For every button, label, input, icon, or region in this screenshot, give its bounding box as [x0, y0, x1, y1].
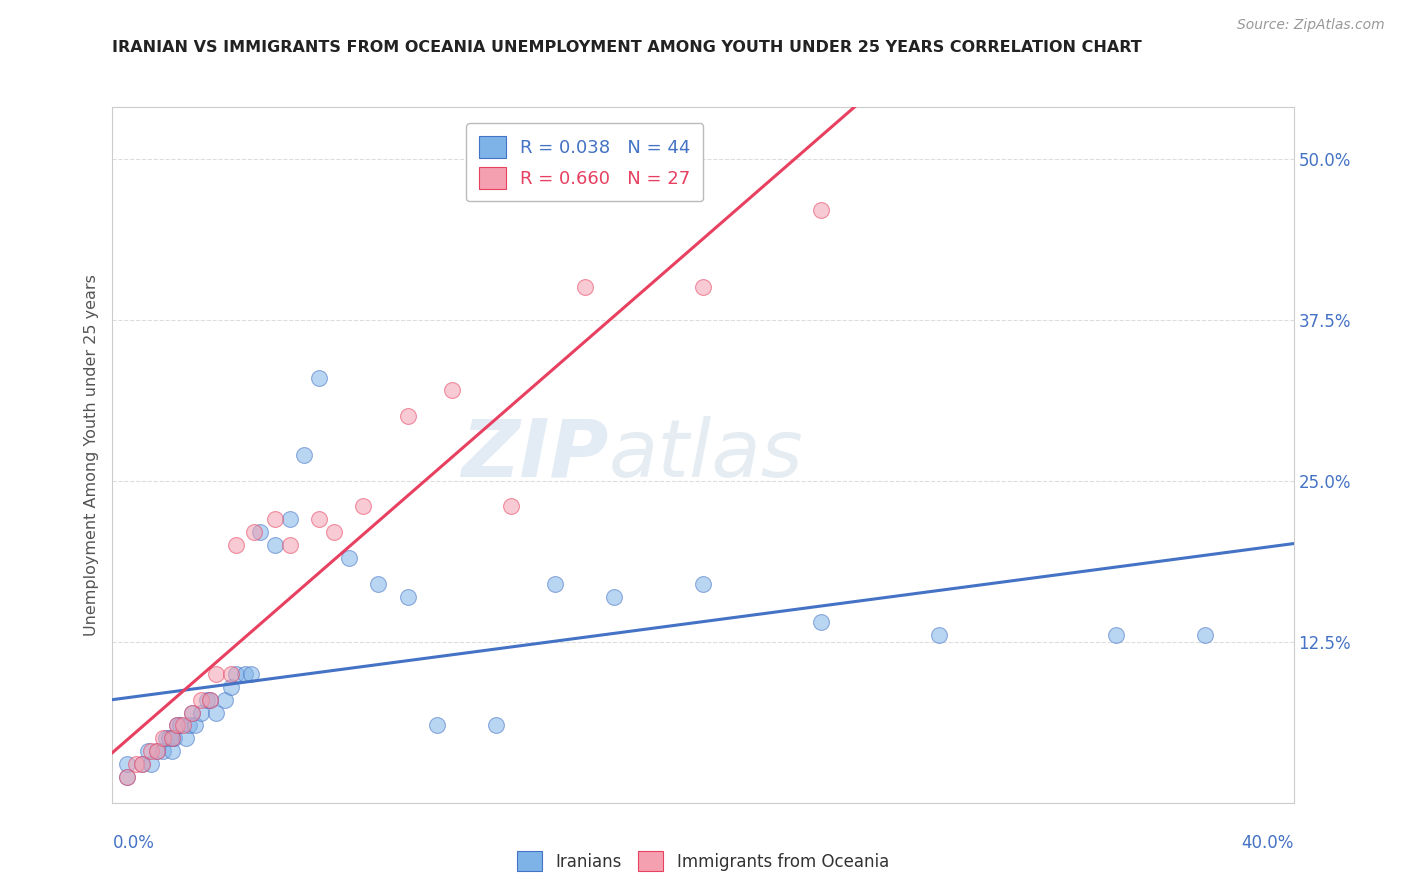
Point	[166, 718, 188, 732]
Point	[264, 538, 287, 552]
Point	[367, 576, 389, 591]
Point	[243, 525, 266, 540]
Point	[190, 706, 212, 720]
Point	[240, 667, 263, 681]
Point	[426, 718, 449, 732]
Point	[160, 731, 183, 746]
Point	[928, 628, 950, 642]
Point	[136, 744, 159, 758]
Point	[485, 718, 508, 732]
Point	[131, 757, 153, 772]
Point	[308, 370, 330, 384]
Point	[396, 590, 419, 604]
Point	[396, 409, 419, 424]
Point	[264, 512, 287, 526]
Point	[131, 757, 153, 772]
Point	[278, 512, 301, 526]
Point	[139, 744, 162, 758]
Point	[205, 667, 228, 681]
Point	[195, 692, 218, 706]
Point	[219, 667, 242, 681]
Point	[117, 770, 138, 784]
Point	[501, 500, 523, 514]
Point	[441, 384, 464, 398]
Point	[179, 718, 201, 732]
Text: IRANIAN VS IMMIGRANTS FROM OCEANIA UNEMPLOYMENT AMONG YOUTH UNDER 25 YEARS CORRE: IRANIAN VS IMMIGRANTS FROM OCEANIA UNEMP…	[112, 40, 1142, 55]
Point	[249, 525, 271, 540]
Point	[174, 731, 197, 746]
Point	[225, 538, 247, 552]
Point	[308, 512, 330, 526]
Point	[692, 280, 714, 294]
Text: atlas: atlas	[609, 416, 803, 494]
Point	[125, 757, 148, 772]
Point	[544, 576, 567, 591]
Point	[337, 551, 360, 566]
Text: Source: ZipAtlas.com: Source: ZipAtlas.com	[1237, 18, 1385, 32]
Point	[198, 692, 221, 706]
Point	[214, 692, 236, 706]
Point	[323, 525, 346, 540]
Point	[190, 692, 212, 706]
Point	[139, 757, 162, 772]
Point	[117, 770, 138, 784]
Point	[692, 576, 714, 591]
Point	[810, 615, 832, 630]
Point	[810, 203, 832, 218]
Point	[198, 692, 221, 706]
Point	[603, 590, 626, 604]
Point	[117, 757, 138, 772]
Point	[1105, 628, 1128, 642]
Point	[155, 731, 177, 746]
Point	[152, 731, 174, 746]
Point	[146, 744, 169, 758]
Point	[184, 718, 207, 732]
Point	[169, 718, 191, 732]
Y-axis label: Unemployment Among Youth under 25 years: Unemployment Among Youth under 25 years	[83, 274, 98, 636]
Point	[166, 718, 188, 732]
Point	[225, 667, 247, 681]
Legend: Iranians, Immigrants from Oceania: Iranians, Immigrants from Oceania	[510, 845, 896, 878]
Point	[574, 280, 596, 294]
Point	[352, 500, 374, 514]
Point	[181, 706, 204, 720]
Point	[160, 731, 183, 746]
Text: 0.0%: 0.0%	[112, 834, 155, 852]
Point	[172, 718, 194, 732]
Point	[157, 731, 180, 746]
Point	[278, 538, 301, 552]
Point	[219, 680, 242, 694]
Point	[292, 448, 315, 462]
Point	[205, 706, 228, 720]
Point	[163, 731, 186, 746]
Point	[152, 744, 174, 758]
Point	[233, 667, 256, 681]
Point	[181, 706, 204, 720]
Point	[160, 744, 183, 758]
Text: ZIP: ZIP	[461, 416, 609, 494]
Point	[1194, 628, 1216, 642]
Text: 40.0%: 40.0%	[1241, 834, 1294, 852]
Point	[146, 744, 169, 758]
